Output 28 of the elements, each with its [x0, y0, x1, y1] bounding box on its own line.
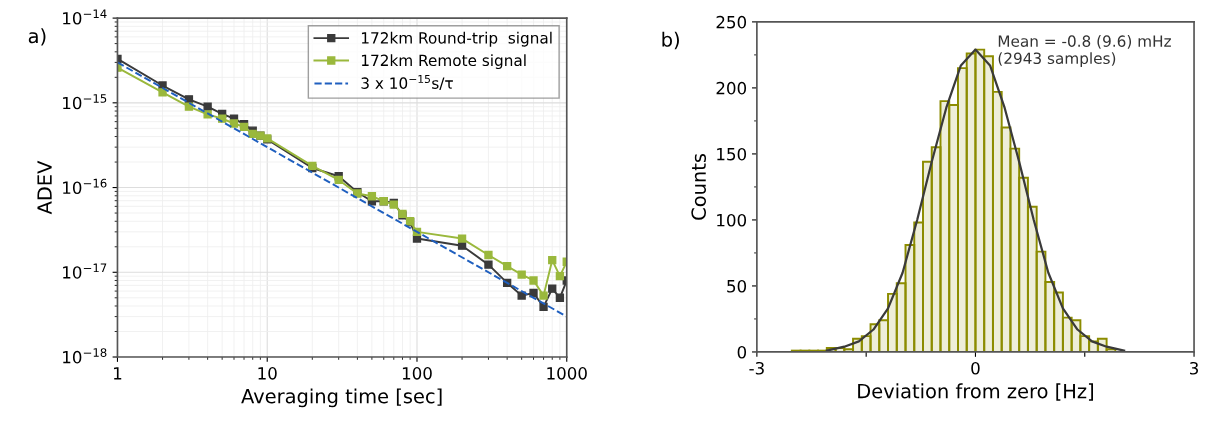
y-tick-label: 0 [737, 345, 747, 359]
x-axis-title: Averaging time [sec] [241, 388, 442, 408]
y-tick-label: 50 [727, 279, 747, 293]
x-tick-label: 3 [1190, 361, 1199, 375]
x-tick-label: 1000 [547, 367, 587, 380]
y-axis-title: Counts [691, 153, 707, 220]
y-tick-label: 10$^{−17}$ [63, 263, 107, 279]
y-tick-label: 10$^{−15}$ [63, 94, 107, 110]
legend-label: 172km Round-trip signal [361, 31, 552, 47]
x-tick-label: 10 [258, 367, 277, 380]
y-tick-label: 10$^{−14}$ [63, 9, 107, 25]
y-tick-label: 100 [717, 213, 747, 227]
y-tick-label: 250 [716, 15, 747, 29]
x-tick-label: 100 [402, 367, 432, 380]
y-tick-label: 10$^{−18}$ [63, 348, 107, 364]
x-tick-label: -3 [749, 361, 764, 375]
annotation: Mean = -0.8 (9.6) mHz (2943 samples) [998, 35, 1171, 67]
text: b) [662, 31, 679, 50]
y-tick-label: 150 [717, 147, 747, 161]
legend-label: 3 x 10$^{−15}$s/τ [361, 75, 453, 91]
legend-label: 172km Remote signal [361, 54, 526, 70]
x-tick-label: 1 [114, 367, 122, 380]
y-axis-title: ADEV [37, 160, 52, 215]
x-tick-label: 0 [971, 361, 980, 375]
y-tick-label: 10$^{−16}$ [63, 178, 107, 194]
x-axis-title: Deviation from zero [Hz] [858, 383, 1093, 401]
text: a) [28, 28, 46, 46]
y-tick-label: 200 [716, 81, 747, 95]
